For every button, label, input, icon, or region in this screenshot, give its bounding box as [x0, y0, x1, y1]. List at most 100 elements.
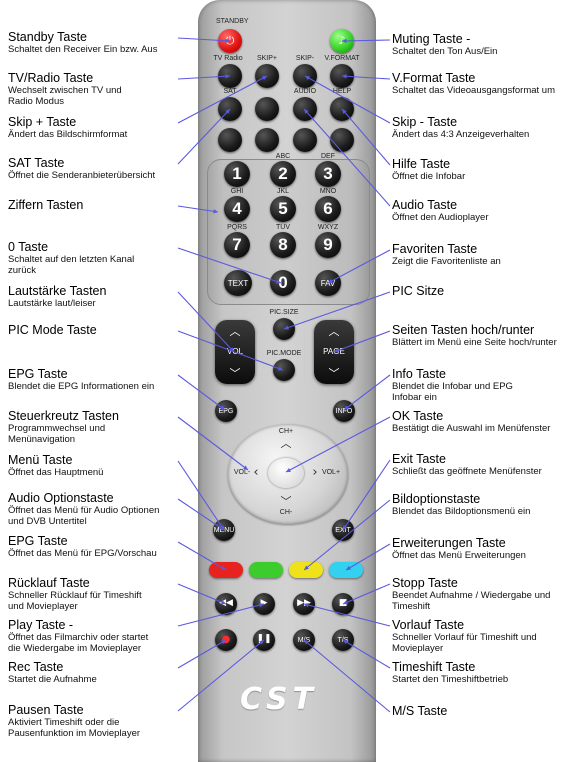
numpad-button-2[interactable]: [270, 161, 296, 187]
vol-down-icon: ﹀: [229, 367, 241, 380]
annotation-description: Zeigt die Favoritenliste an: [392, 256, 501, 267]
page-label: PAGE: [323, 347, 345, 356]
numpad-button-1[interactable]: [224, 161, 250, 187]
annotation-title: 0 Taste: [8, 240, 49, 254]
annotation-description: Schaltet auf den letzten Kanal: [8, 254, 135, 265]
left-annotation: Ziffern Tasten: [8, 198, 83, 212]
annotation-description: Timeshift: [392, 601, 431, 612]
skip-plus-button[interactable]: [255, 64, 279, 88]
numpad-digit-5: 5: [278, 199, 288, 218]
blank-button-2[interactable]: [218, 128, 242, 152]
left-annotation: Menü Taste Öffnet das Hauptmenü: [8, 453, 103, 478]
page-up-icon: ︿: [328, 325, 340, 338]
left-annotation: Skip + Taste Ändert das Bildschirmformat: [8, 115, 127, 140]
annotation-title: Standby Taste: [8, 30, 87, 44]
annotation-description: Schaltet den Receiver Ein bzw. Aus: [8, 44, 158, 55]
numpad-letters-2: ABC: [275, 153, 291, 160]
numpad-digit-2: 2: [278, 164, 288, 183]
vol-label: VOL: [226, 347, 243, 356]
left-annotation: Pausen Taste Aktiviert Timeshift oder die…: [8, 703, 140, 739]
sat-button[interactable]: [218, 97, 242, 121]
vol-up-icon: ︿: [229, 325, 241, 338]
annotation-title: V.Format Taste: [392, 71, 476, 85]
annotation-title: Muting Taste -: [392, 32, 471, 46]
rewind-icon: ◀◀: [219, 598, 233, 608]
green-button[interactable]: [249, 562, 283, 578]
help-label: HELP: [332, 88, 352, 95]
sat-label: SAT: [223, 88, 237, 95]
pic-mode-label: PIC.MODE: [266, 350, 302, 357]
pause-icon: ❚❚: [256, 634, 272, 644]
blank-button-4[interactable]: [293, 128, 317, 152]
annotation-title: M/S Taste: [392, 704, 448, 718]
annotation-title: Erweiterungen Taste: [392, 536, 506, 550]
right-annotation: M/S Taste: [392, 704, 447, 718]
vformat-label: V.FORMAT: [324, 55, 360, 62]
annotation-description: Blendet die EPG Informationen ein: [8, 381, 155, 392]
annotation-description: Menünavigation: [8, 434, 76, 445]
info-label: INFO: [335, 408, 353, 415]
vol-minus-label: VOL-: [233, 469, 251, 476]
skip-minus-button[interactable]: [293, 64, 317, 88]
annotation-description: Öffnet das Menü für EPG/Vorschau: [8, 548, 157, 559]
right-annotation: Stopp Taste Beendet Aufnahme / Wiedergabe…: [392, 576, 550, 612]
red-button[interactable]: [209, 562, 243, 578]
annotation-description: Blendet die Infobar und EPG: [392, 381, 513, 392]
numpad-letters-3: DEF: [321, 153, 335, 160]
annotation-title: PIC Mode Taste: [8, 323, 97, 337]
ok-button[interactable]: [268, 458, 304, 488]
menu-label: MENU: [213, 527, 235, 534]
ch-minus-label: CH-: [279, 509, 293, 516]
left-annotation: Audio Optionstaste Öffnet das Menü für Au…: [8, 491, 159, 527]
blank-button-3[interactable]: [255, 128, 279, 152]
numpad-digit-9: 9: [323, 235, 333, 254]
right-annotation: Exit Taste Schließt das geöffnete Menüfen…: [392, 452, 542, 477]
numpad-button-4[interactable]: [224, 196, 250, 222]
annotation-description: Blendet das Bildoptionsmenü ein: [392, 506, 531, 517]
numpad-digit-3: 3: [323, 164, 333, 183]
help-button[interactable]: [330, 97, 354, 121]
numpad-letters-6: MNO: [319, 188, 337, 195]
pic-mode-button[interactable]: [273, 359, 295, 381]
left-annotation: EPG Taste Öffnet das Menü für EPG/Vorscha…: [8, 534, 157, 559]
annotation-title: Skip + Taste: [8, 115, 77, 129]
blank-button-5[interactable]: [330, 128, 354, 152]
numpad-digit-6: 6: [323, 199, 333, 218]
annotation-title: Steuerkreutz Tasten: [8, 409, 119, 423]
numpad-digit-1: 1: [232, 164, 242, 183]
annotation-title: PIC Sitze: [392, 284, 445, 298]
annotation-description: Öffnet die Infobar: [392, 171, 466, 182]
left-annotation: Lautstärke Tasten Lautstärke laut/leiser: [8, 284, 106, 309]
blue-button[interactable]: [329, 562, 363, 578]
annotation-description: Blättert im Menü eine Seite hoch/runter: [392, 337, 557, 348]
audio-button[interactable]: [293, 97, 317, 121]
annotation-description: Öffnet den Audioplayer: [392, 212, 489, 223]
annotation-title: Timeshift Taste: [392, 660, 476, 674]
right-annotation: PIC Sitze: [392, 284, 444, 298]
vformat-button[interactable]: [330, 64, 354, 88]
annotation-description: Schaltet das Videoausgangsformat um: [392, 85, 556, 96]
annotation-description: Öffnet das Hauptmenü: [8, 467, 104, 478]
annotation-title: Stopp Taste: [392, 576, 458, 590]
ms-label: M/S: [297, 637, 311, 644]
audio-label: AUDIO: [293, 88, 317, 95]
annotation-description: Startet den Timeshiftbetrieb: [392, 674, 509, 685]
right-annotation: V.Format Taste Schaltet das Videoausgangs…: [392, 71, 555, 96]
annotation-description: Infobar ein: [392, 392, 437, 403]
text-label: TEXT: [227, 279, 249, 288]
annotation-description: Schneller Rücklauf für Timeshift: [8, 590, 142, 601]
right-annotation: Bildoptionstaste Blendet das Bildoptionsm…: [392, 492, 530, 517]
left-annotation: EPG Taste Blendet die EPG Informationen e…: [8, 367, 154, 392]
numpad-letters-7: PQRS: [227, 224, 247, 231]
annotation-title: Favoriten Taste: [392, 242, 478, 256]
yellow-button[interactable]: [289, 562, 323, 578]
annotation-description: die Wiedergabe im Movieplayer: [8, 643, 142, 654]
brand-logo: CST: [240, 682, 319, 717]
tv-radio-button[interactable]: [218, 64, 242, 88]
numpad-button-5[interactable]: [270, 196, 296, 222]
pic-size-button[interactable]: [273, 318, 295, 340]
annotation-description: Öffnet die Senderanbieterübersicht: [8, 170, 156, 181]
numpad-letters-9: WXYZ: [317, 224, 339, 231]
blank-button-1[interactable]: [255, 97, 279, 121]
